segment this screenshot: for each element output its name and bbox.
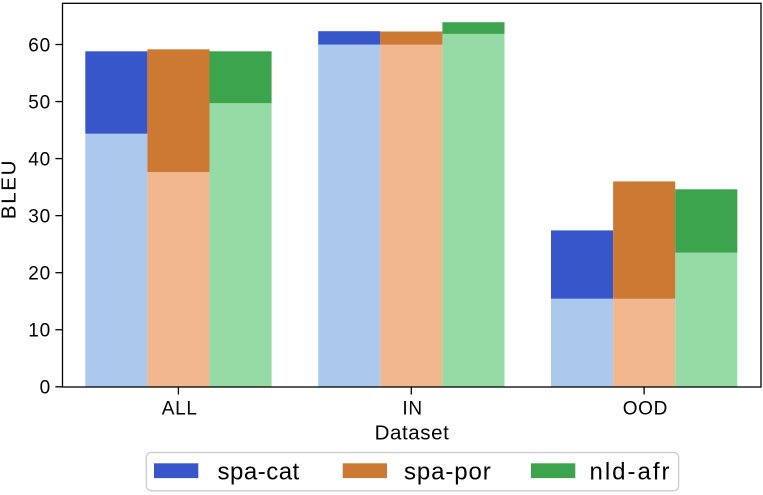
svg-text:ALL: ALL (162, 398, 198, 419)
svg-text:spa-por: spa-por (404, 459, 492, 486)
svg-text:20: 20 (28, 264, 51, 285)
svg-text:OOD: OOD (623, 398, 668, 419)
svg-text:10: 10 (28, 321, 51, 342)
svg-text:30: 30 (28, 206, 51, 227)
svg-text:40: 40 (28, 149, 51, 170)
svg-text:Dataset: Dataset (375, 422, 450, 445)
svg-text:50: 50 (28, 92, 51, 113)
svg-text:BLEU: BLEU (0, 159, 21, 219)
svg-text:IN: IN (402, 398, 422, 419)
svg-text:60: 60 (28, 35, 51, 56)
svg-text:spa-cat: spa-cat (218, 459, 300, 486)
svg-text:0: 0 (40, 378, 51, 399)
svg-text:nld-afr: nld-afr (590, 459, 672, 486)
